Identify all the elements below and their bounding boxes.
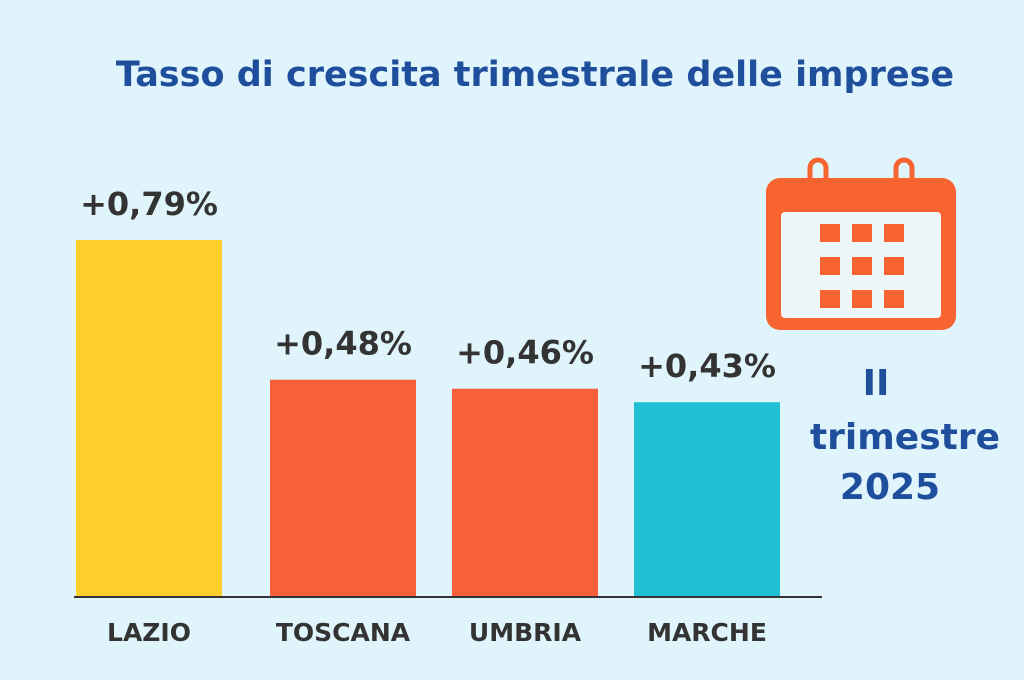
annotation-line: II [863, 363, 890, 404]
x-tick-label: TOSCANA [276, 618, 411, 647]
annotation-line: trimestre [810, 417, 1000, 458]
x-tick-label: MARCHE [647, 618, 767, 647]
chart-title: Tasso di crescita trimestrale delle impr… [116, 55, 954, 95]
value-label: +0,48% [274, 325, 412, 363]
x-tick-label: UMBRIA [469, 618, 582, 647]
annotation-line: 2025 [840, 467, 940, 508]
value-label: +0,79% [80, 185, 218, 223]
bar [270, 379, 416, 596]
bar [76, 240, 222, 596]
value-label: +0,43% [638, 347, 776, 385]
bar [634, 402, 780, 596]
bar [452, 388, 598, 596]
value-label: +0,46% [456, 334, 594, 372]
x-tick-label: LAZIO [107, 618, 191, 647]
calendar-icon [766, 157, 956, 330]
